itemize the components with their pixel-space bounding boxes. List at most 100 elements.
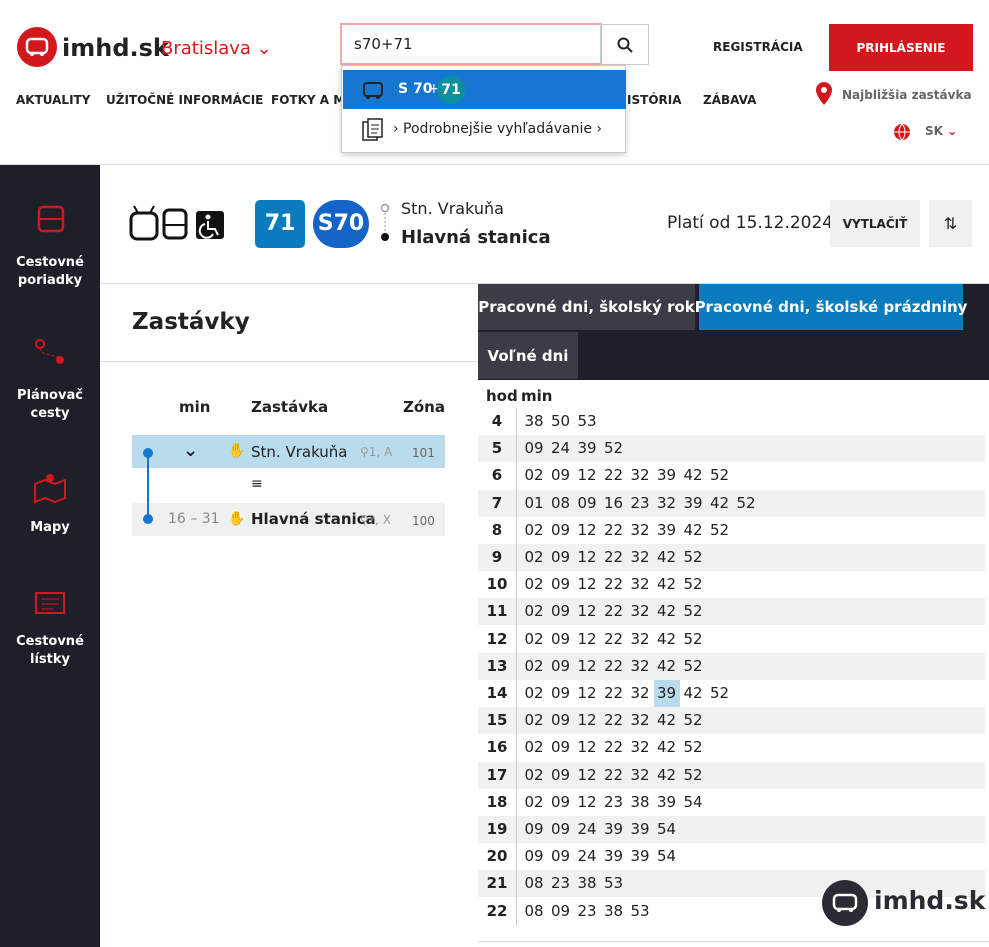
stop-row[interactable]	[132, 503, 445, 536]
print-button[interactable]: VYTLAČIŤ	[830, 200, 920, 247]
minute: 09	[524, 820, 544, 838]
minute: 52	[683, 656, 703, 675]
nav-item[interactable]: UŽITOČNÉ INFORMÁCIE	[106, 93, 264, 107]
stop-min: 16 – 31	[168, 511, 220, 527]
minute: 23	[550, 874, 571, 893]
minute: 53	[630, 901, 650, 920]
timetable-row: 13 02 09 12 22 32 42 52	[478, 652, 985, 680]
login[interactable]: PRIHLÁSENIE	[829, 24, 973, 71]
route-to: Hlavná stanica	[401, 227, 551, 248]
globe-icon	[894, 123, 910, 141]
minute: 42	[709, 493, 730, 512]
tab[interactable]: Voľné dni	[478, 332, 578, 379]
minute: 24	[550, 439, 571, 458]
search-button[interactable]	[600, 24, 649, 65]
vehicle-icons	[129, 205, 224, 241]
nav-item[interactable]: AKTUALITY	[16, 93, 91, 107]
hour-separator	[516, 408, 517, 926]
minute: 39	[656, 466, 677, 485]
minute: 42	[683, 684, 703, 702]
language-code[interactable]: SK	[925, 124, 943, 138]
search-input[interactable]: s70+71	[340, 23, 602, 65]
tab[interactable]: Pracovné dni, školský rok	[478, 284, 695, 330]
timetable-row: 18 02 09 12 23 38 39 54	[478, 789, 985, 816]
hour: 15	[486, 711, 508, 730]
bus-icon	[363, 82, 383, 99]
minute: 52	[709, 684, 730, 702]
hour: 11	[486, 602, 508, 621]
line-badge[interactable]: 71	[255, 200, 305, 248]
suggestion[interactable]: S 70 + 71	[343, 70, 626, 109]
minute: 12	[577, 656, 597, 675]
sidebar-item[interactable]: Plánovač cesty	[17, 388, 83, 421]
nearest-stop[interactable]: Najbližšia zastávka	[842, 88, 972, 102]
swap-button[interactable]: ⇅	[929, 200, 972, 247]
platform-code: 1, A	[368, 445, 393, 459]
header	[0, 0, 989, 165]
watermark: imhd.sk	[874, 886, 986, 915]
minute: 09	[550, 656, 571, 675]
timetable-icon	[37, 205, 65, 233]
hour: 13	[486, 656, 508, 675]
sidebar-item[interactable]: Mapy	[30, 520, 70, 535]
search-text: s70+71	[354, 35, 413, 53]
minute: 32	[656, 493, 677, 512]
minute: 22	[603, 738, 624, 757]
city[interactable]: Bratislava ⌄	[161, 38, 272, 59]
minute: 32	[630, 711, 650, 730]
minute: 09	[550, 520, 571, 539]
minute: 02	[524, 548, 544, 566]
timetable-row: 9 02 09 12 22 32 42 52	[478, 544, 985, 571]
minute: 09	[550, 575, 571, 594]
minute: 42	[656, 765, 677, 784]
minute: 02	[524, 711, 544, 730]
minute: 39	[653, 680, 680, 707]
minute: 39	[656, 520, 677, 539]
tab[interactable]: Pracovné dni, školské prázdniny	[695, 284, 967, 330]
minute: 12	[577, 629, 597, 648]
minute: 22	[603, 575, 624, 594]
sidebar-item[interactable]: Cestovné poriadky	[16, 255, 84, 288]
doc-icon	[362, 118, 383, 141]
minute: 54	[656, 847, 677, 866]
minute: 39	[630, 820, 650, 838]
hour: 12	[486, 629, 508, 648]
stop-name[interactable]: Stn. Vrakuňa	[251, 443, 348, 461]
expand-chevron[interactable]: ⌄	[183, 440, 199, 461]
nav-item[interactable]: HISTÓRIA	[617, 93, 682, 107]
more-stops[interactable]: ≡	[251, 476, 263, 492]
logo[interactable]: imhd.sk	[62, 34, 169, 62]
route-from: Stn. Vrakuňa	[401, 199, 504, 218]
hour: 6	[491, 466, 503, 485]
minute: 09	[550, 792, 571, 811]
minute: 12	[577, 466, 597, 485]
minute: 42	[656, 629, 677, 648]
hour: 22	[486, 901, 508, 920]
city-name[interactable]: Bratislava	[161, 38, 251, 59]
hour: 8	[491, 520, 503, 539]
stop-row[interactable]	[132, 435, 445, 468]
minute: 23	[577, 901, 597, 920]
line-badge[interactable]: S70	[313, 200, 369, 248]
sidebar-item[interactable]: Cestovné lístky	[16, 634, 84, 667]
nav-item[interactable]: FOTKY A ME	[271, 93, 354, 107]
timetable-row: 7 01 08 09 16 23 32 39 42 52	[478, 489, 985, 517]
stop-name[interactable]: Hlavná stanica	[251, 510, 376, 528]
minute: 32	[630, 738, 650, 757]
column-header: hod	[486, 387, 518, 405]
language[interactable]: SK ⌄	[925, 124, 958, 138]
minute: 54	[656, 820, 677, 838]
minute: 39	[630, 847, 650, 866]
nav-item[interactable]: ZÁBAVA	[703, 93, 757, 107]
minute: 32	[630, 629, 650, 648]
advanced-search[interactable]: › Podrobnejšie vyhľadávanie ›	[393, 121, 602, 137]
hour: 17	[486, 765, 508, 784]
timetable-row: 6 02 09 12 22 32 39 42 52	[478, 462, 985, 489]
register[interactable]: REGISTRÁCIA	[713, 40, 803, 54]
minute: 38	[524, 412, 544, 430]
minute: 16	[603, 493, 624, 512]
minute: 22	[603, 602, 624, 621]
minute: 39	[683, 493, 703, 512]
search-icon	[617, 37, 633, 53]
